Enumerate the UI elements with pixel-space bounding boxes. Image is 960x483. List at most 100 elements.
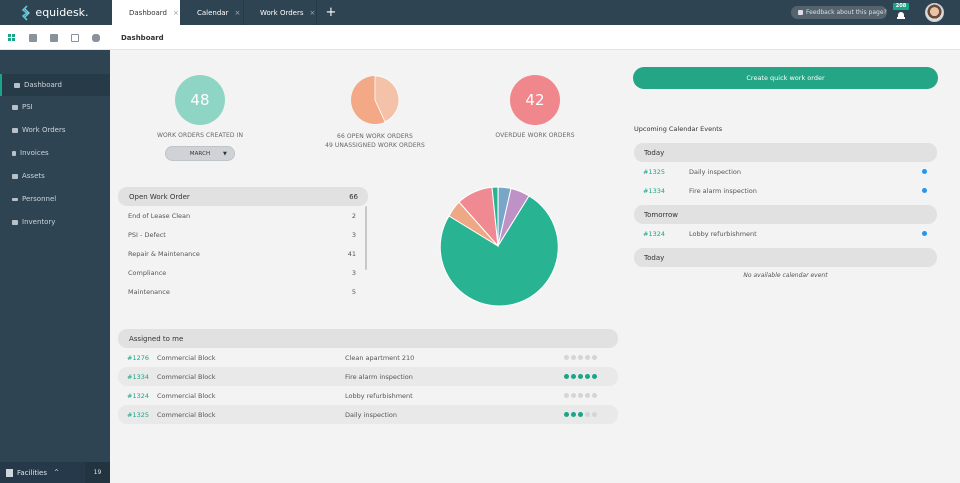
table-row[interactable]: #1276 Commercial Block Clean apartment 2…: [118, 348, 618, 367]
sidebar-item-label: Assets: [22, 172, 45, 180]
tab-label: Dashboard: [129, 8, 167, 17]
no-events-message: No available calendar event: [743, 272, 828, 279]
progress-dots: [564, 374, 597, 379]
dashboard-icon[interactable]: [8, 33, 16, 42]
mail-icon[interactable]: [29, 33, 37, 42]
toolbar-icons: [0, 25, 110, 50]
open-work-order-title: Open Work Order: [129, 192, 190, 201]
table-row[interactable]: #1324 Commercial Block Lobby refurbishme…: [118, 386, 618, 405]
add-tab-button[interactable]: +: [325, 5, 337, 20]
inventory-icon: [12, 219, 18, 225]
facilities-count: 19: [85, 462, 110, 483]
work-order-id-link[interactable]: #1276: [127, 353, 149, 362]
close-icon[interactable]: ×: [309, 8, 316, 17]
event-id-link[interactable]: #1325: [643, 167, 665, 176]
tab-dashboard[interactable]: Dashboard ×: [112, 0, 180, 25]
sidebar-item-assets[interactable]: Assets: [0, 165, 110, 187]
sidebar-item-label: Invoices: [20, 149, 49, 157]
sidebar-item-work-orders[interactable]: Work Orders: [0, 119, 110, 141]
event-id-link[interactable]: #1334: [643, 186, 665, 195]
open-label: 66 OPEN WORK ORDERS: [337, 133, 413, 140]
sidebar-item-personnel[interactable]: Personnel: [0, 188, 110, 210]
progress-dots: [564, 412, 597, 417]
progress-dots: [564, 355, 597, 360]
people-icon: [12, 197, 18, 201]
list-item[interactable]: Maintenance 5: [118, 282, 358, 301]
notification-count-badge: 208: [893, 3, 909, 10]
sidebar-item-invoices[interactable]: Invoices: [0, 142, 110, 164]
list-item-count: 41: [347, 249, 356, 258]
calendar-event[interactable]: #1325 Daily inspection: [634, 162, 937, 181]
calendar-group-header: Tomorrow: [634, 205, 937, 224]
work-order-id-link[interactable]: #1324: [127, 391, 149, 400]
user-avatar[interactable]: [925, 3, 944, 22]
calendar-event[interactable]: #1334 Fire alarm inspection: [634, 181, 937, 200]
work-order-id-link[interactable]: #1325: [127, 410, 149, 419]
event-name: Daily inspection: [689, 167, 741, 176]
building-icon: [6, 468, 13, 477]
calendar-event[interactable]: #1324 Lobby refurbishment: [634, 224, 937, 243]
facilities-switcher[interactable]: Facilities ^ 19: [0, 462, 110, 483]
calendar-group-label: Today: [644, 253, 665, 262]
comment-icon: [798, 10, 803, 15]
tab-label: Work Orders: [260, 8, 304, 17]
puzzle-icon[interactable]: [92, 33, 100, 42]
event-id-link[interactable]: #1324: [643, 229, 665, 238]
dollar-icon: [12, 150, 16, 156]
list-scrollbar[interactable]: [365, 206, 367, 270]
tab-work-orders[interactable]: Work Orders ×: [243, 0, 316, 25]
sidebar: [0, 50, 110, 483]
stat-created: 48 WORK ORDERS CREATED IN MARCH ▼: [140, 75, 260, 161]
calendar-group-header: Today: [634, 248, 937, 267]
list-item[interactable]: End of Lease Clean 2: [118, 206, 358, 225]
sidebar-item-psi[interactable]: PSI: [0, 96, 110, 118]
wrench-icon: [12, 127, 18, 133]
work-order-id-link[interactable]: #1334: [127, 372, 149, 381]
sidebar-item-dashboard[interactable]: Dashboard: [0, 74, 110, 96]
create-quick-work-order-button[interactable]: Create quick work order: [633, 67, 938, 89]
property-name: Commercial Block: [157, 353, 216, 362]
property-name: Commercial Block: [157, 372, 216, 381]
calendar-group-label: Tomorrow: [644, 210, 678, 219]
sidebar-item-label: Dashboard: [24, 81, 62, 89]
list-item-count: 2: [351, 211, 356, 220]
progress-dots: [564, 393, 597, 398]
contact-card-icon[interactable]: [50, 33, 58, 42]
task-name: Fire alarm inspection: [345, 372, 413, 381]
sidebar-item-label: Personnel: [22, 195, 57, 203]
list-item-label: Repair & Maintenance: [128, 249, 200, 258]
stat-overdue: 42 OVERDUE WORK ORDERS: [475, 75, 595, 139]
sidebar-item-inventory[interactable]: Inventory: [0, 211, 110, 233]
list-item-count: 3: [351, 268, 356, 277]
list-item[interactable]: Compliance 3: [118, 263, 358, 282]
breadcrumb: Dashboard: [121, 34, 164, 42]
feedback-button[interactable]: Feedback about this page?: [791, 6, 887, 19]
month-value: MARCH: [189, 150, 211, 157]
notifications-button[interactable]: 208: [893, 3, 909, 21]
brand-logo[interactable]: equidesk.: [0, 0, 110, 25]
close-icon[interactable]: ×: [172, 8, 179, 17]
calendar-icon[interactable]: [71, 33, 79, 42]
list-item-label: End of Lease Clean: [128, 211, 191, 220]
brand-name: equidesk.: [35, 6, 89, 19]
close-icon[interactable]: ×: [234, 8, 241, 17]
created-label: WORK ORDERS CREATED IN: [156, 132, 244, 139]
property-name: Commercial Block: [157, 410, 216, 419]
tab-divider: [316, 0, 317, 25]
table-row[interactable]: #1325 Commercial Block Daily inspection: [118, 405, 618, 424]
chevron-down-icon: ▼: [223, 151, 227, 157]
list-item-label: Maintenance: [128, 287, 170, 296]
open-work-order-total: 66: [349, 192, 358, 201]
task-name: Daily inspection: [345, 410, 397, 419]
work-order-type-pie-chart: [439, 186, 558, 307]
list-item[interactable]: PSI - Defect 3: [118, 225, 358, 244]
tab-calendar[interactable]: Calendar ×: [180, 0, 243, 25]
open-work-order-header: Open Work Order 66: [118, 187, 368, 206]
table-row[interactable]: #1334 Commercial Block Fire alarm inspec…: [118, 367, 618, 386]
event-status-dot: [922, 231, 927, 236]
month-select[interactable]: MARCH ▼: [165, 146, 235, 161]
wrench-icon: [12, 104, 18, 110]
tab-divider: [243, 0, 244, 25]
tab-label: Calendar: [197, 8, 229, 17]
list-item[interactable]: Repair & Maintenance 41: [118, 244, 358, 263]
